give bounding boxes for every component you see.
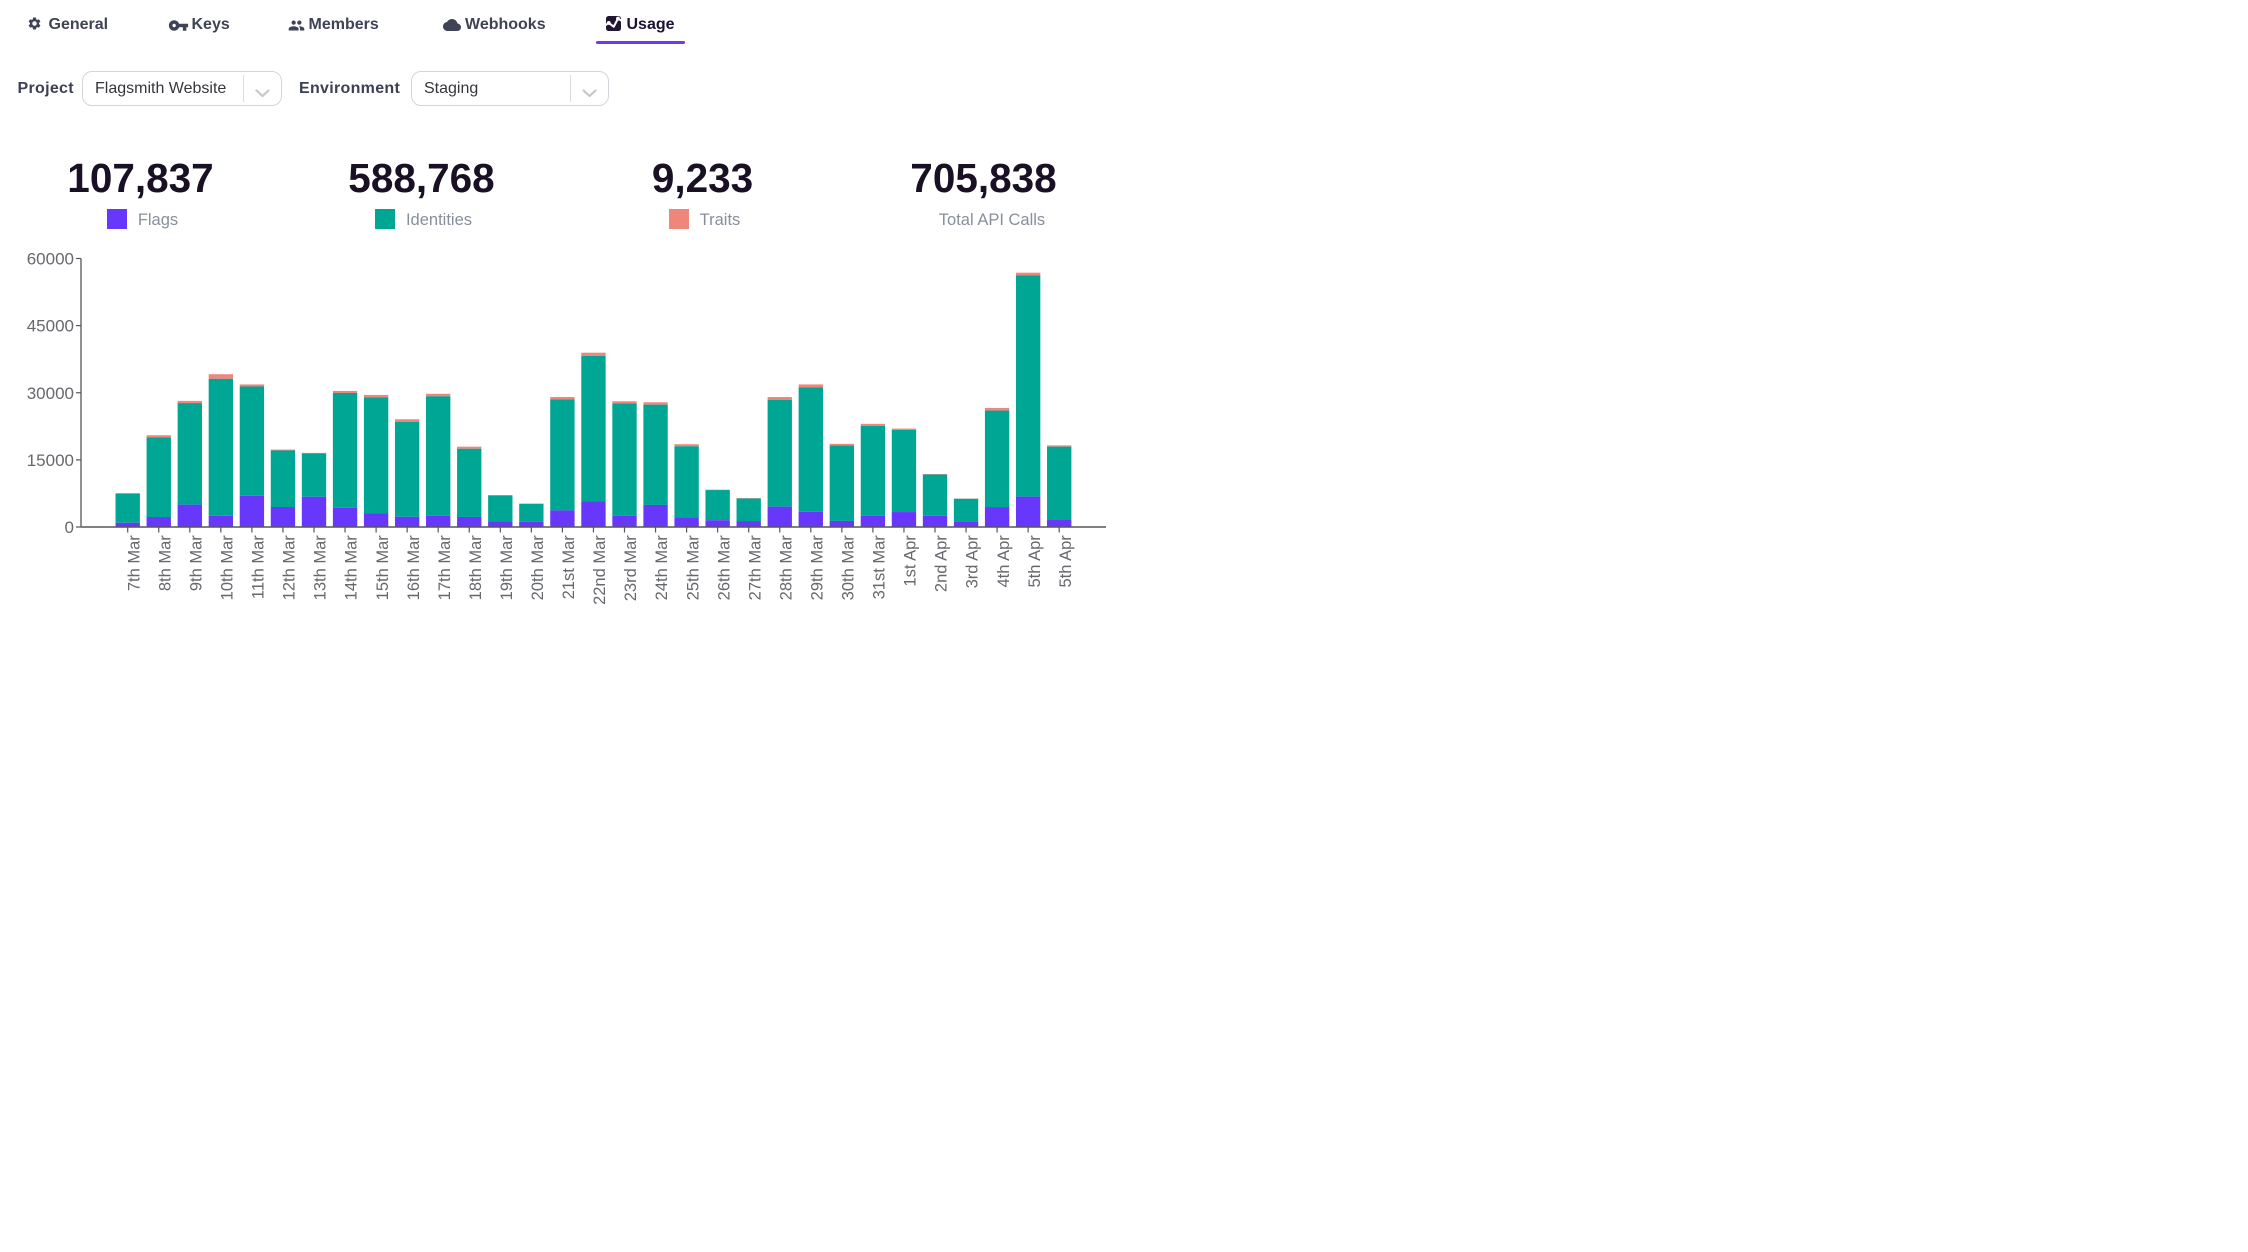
svg-text:26th Mar: 26th Mar (715, 535, 733, 601)
svg-text:7th Mar: 7th Mar (125, 535, 143, 591)
svg-text:2nd Apr: 2nd Apr (933, 535, 951, 592)
svg-text:19th Mar: 19th Mar (498, 535, 516, 601)
svg-text:60000: 60000 (27, 250, 74, 269)
svg-text:10th Mar: 10th Mar (219, 535, 237, 601)
svg-text:17th Mar: 17th Mar (436, 535, 454, 601)
svg-text:13th Mar: 13th Mar (312, 535, 330, 601)
svg-text:25th Mar: 25th Mar (684, 535, 702, 601)
svg-text:30000: 30000 (27, 384, 74, 403)
svg-text:4th Apr: 4th Apr (995, 535, 1013, 588)
svg-text:8th Mar: 8th Mar (156, 535, 174, 591)
svg-text:5th Apr: 5th Apr (1026, 535, 1044, 588)
svg-text:0: 0 (65, 518, 74, 537)
svg-text:45000: 45000 (27, 317, 74, 336)
svg-text:5th Apr: 5th Apr (1057, 535, 1075, 588)
svg-text:1st Apr: 1st Apr (902, 535, 920, 587)
svg-text:9th Mar: 9th Mar (188, 535, 206, 591)
svg-text:23rd Mar: 23rd Mar (622, 535, 640, 602)
svg-text:18th Mar: 18th Mar (467, 535, 485, 601)
svg-text:16th Mar: 16th Mar (405, 535, 423, 601)
svg-text:24th Mar: 24th Mar (653, 535, 671, 601)
svg-text:31st Mar: 31st Mar (871, 535, 889, 600)
svg-text:22nd Mar: 22nd Mar (591, 535, 609, 605)
svg-text:15000: 15000 (27, 451, 74, 470)
svg-text:12th Mar: 12th Mar (281, 535, 299, 601)
svg-text:30th Mar: 30th Mar (840, 535, 858, 601)
svg-text:21st Mar: 21st Mar (560, 535, 578, 600)
svg-text:29th Mar: 29th Mar (809, 535, 827, 601)
svg-text:14th Mar: 14th Mar (343, 535, 361, 601)
svg-text:11th Mar: 11th Mar (250, 535, 268, 599)
svg-text:20th Mar: 20th Mar (529, 535, 547, 601)
svg-text:3rd Apr: 3rd Apr (964, 535, 982, 589)
svg-text:15th Mar: 15th Mar (374, 535, 392, 601)
svg-text:27th Mar: 27th Mar (746, 535, 764, 601)
svg-text:28th Mar: 28th Mar (777, 535, 795, 601)
